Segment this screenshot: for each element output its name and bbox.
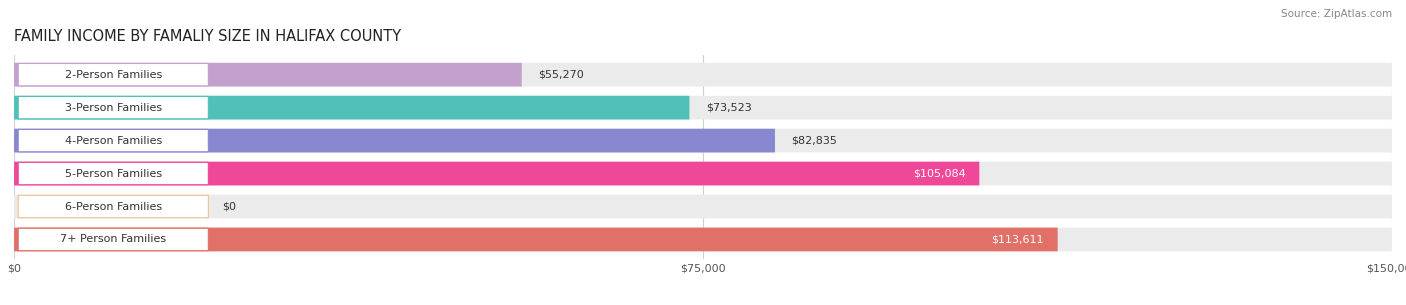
FancyBboxPatch shape: [18, 195, 208, 218]
FancyBboxPatch shape: [14, 162, 1392, 185]
Text: $55,270: $55,270: [538, 70, 583, 80]
FancyBboxPatch shape: [18, 162, 208, 185]
Text: 7+ Person Families: 7+ Person Families: [60, 235, 166, 245]
Text: 2-Person Families: 2-Person Families: [65, 70, 162, 80]
FancyBboxPatch shape: [18, 228, 208, 251]
FancyBboxPatch shape: [14, 96, 689, 120]
FancyBboxPatch shape: [14, 63, 522, 87]
Text: Source: ZipAtlas.com: Source: ZipAtlas.com: [1281, 9, 1392, 19]
FancyBboxPatch shape: [14, 228, 1392, 251]
FancyBboxPatch shape: [14, 162, 980, 185]
FancyBboxPatch shape: [18, 96, 208, 119]
FancyBboxPatch shape: [14, 129, 1392, 152]
Text: $0: $0: [222, 202, 236, 211]
FancyBboxPatch shape: [14, 63, 1392, 87]
Text: FAMILY INCOME BY FAMALIY SIZE IN HALIFAX COUNTY: FAMILY INCOME BY FAMALIY SIZE IN HALIFAX…: [14, 29, 401, 44]
Text: $82,835: $82,835: [792, 136, 838, 145]
FancyBboxPatch shape: [14, 96, 1392, 120]
FancyBboxPatch shape: [18, 129, 208, 152]
Text: $105,084: $105,084: [912, 169, 966, 178]
Text: 4-Person Families: 4-Person Families: [65, 136, 162, 145]
FancyBboxPatch shape: [14, 129, 775, 152]
Text: $113,611: $113,611: [991, 235, 1043, 245]
FancyBboxPatch shape: [14, 228, 1057, 251]
FancyBboxPatch shape: [18, 63, 208, 86]
Text: 6-Person Families: 6-Person Families: [65, 202, 162, 211]
Text: 5-Person Families: 5-Person Families: [65, 169, 162, 178]
Text: $73,523: $73,523: [706, 103, 752, 113]
FancyBboxPatch shape: [14, 195, 1392, 218]
Text: 3-Person Families: 3-Person Families: [65, 103, 162, 113]
